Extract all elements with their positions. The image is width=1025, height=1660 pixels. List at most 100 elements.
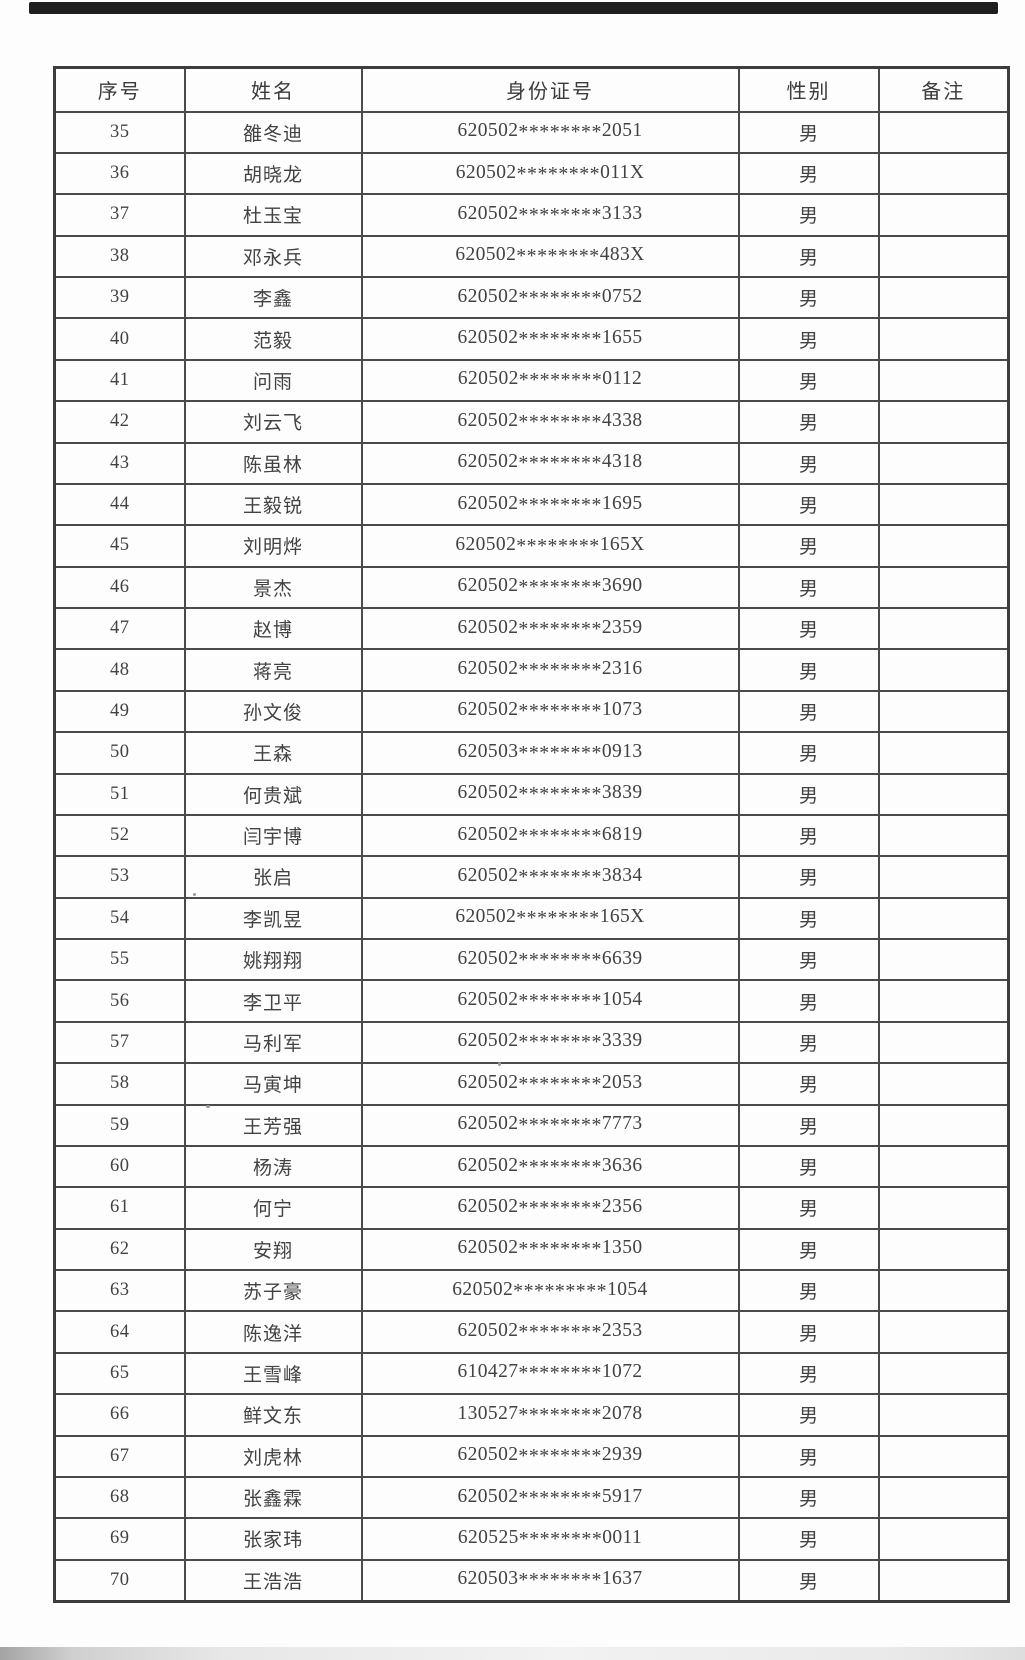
- cell-id: 620502*********1054: [360, 1268, 740, 1313]
- cell-serial: 60: [53, 1144, 186, 1189]
- table-row: 45 刘明烨 620502********165X 男: [53, 524, 1010, 568]
- cell-serial: 37: [53, 193, 186, 237]
- cell-name: 王芳强: [183, 1103, 363, 1147]
- cell-serial: 35: [53, 110, 186, 154]
- cell-id: 620502********2359: [360, 606, 740, 651]
- cell-id: 620502********2939: [360, 1434, 740, 1478]
- cell-name: 陈逸洋: [183, 1310, 363, 1354]
- table-row: 56 李卫平 620502********1054 男: [53, 979, 1010, 1023]
- masked-digits: ********: [518, 1238, 602, 1261]
- cell-remark: [877, 400, 1010, 444]
- cell-serial: 43: [53, 441, 186, 485]
- cell-gender: 男: [737, 855, 880, 899]
- cell-remark: [877, 1475, 1010, 1520]
- cell-remark: [877, 689, 1010, 734]
- header-id: 身份证号: [360, 66, 740, 113]
- cell-gender: 男: [737, 772, 880, 816]
- cell-gender: 男: [737, 1351, 880, 1396]
- table-row: 37 杜玉宝 620502********3133 男: [53, 193, 1010, 237]
- cell-name: 范毅: [183, 317, 363, 361]
- cell-serial: 70: [53, 1558, 186, 1603]
- cell-remark: [877, 1517, 1010, 1561]
- cell-serial: 41: [53, 358, 186, 403]
- table-row: 44 王毅锐 620502********1695 男: [53, 482, 1010, 527]
- table-row: 39 李鑫 620502********0752 男: [53, 275, 1010, 320]
- cell-name: 杜玉宝: [183, 193, 363, 237]
- cell-name: 张鑫霖: [183, 1475, 363, 1520]
- cell-id: 620502********3839: [360, 772, 740, 816]
- masked-digits: *********: [513, 1279, 608, 1302]
- cell-serial: 59: [53, 1103, 186, 1147]
- cell-gender: 男: [737, 151, 880, 196]
- table-row: 48 蒋亮 620502********2316 男: [53, 648, 1010, 692]
- cell-remark: [877, 606, 1010, 651]
- cell-gender: 男: [737, 400, 880, 444]
- cell-serial: 38: [53, 234, 186, 279]
- table-row: 51 何贵斌 620502********3839 男: [53, 772, 1010, 816]
- cell-remark: [877, 1268, 1010, 1313]
- cell-name: 胡晓龙: [183, 151, 363, 196]
- cell-remark: [877, 1227, 1010, 1272]
- masked-digits: ********: [518, 203, 602, 226]
- cell-gender: 男: [737, 317, 880, 361]
- cell-name: 刘云飞: [183, 400, 363, 444]
- scan-speck: [498, 1062, 501, 1066]
- cell-remark: [877, 482, 1010, 527]
- cell-serial: 58: [53, 1062, 186, 1106]
- cell-gender: 男: [737, 193, 880, 237]
- cell-serial: 54: [53, 896, 186, 941]
- cell-gender: 男: [737, 275, 880, 320]
- cell-remark: [877, 1186, 1010, 1230]
- header-serial: 序号: [53, 66, 186, 113]
- cell-name: 张家玮: [183, 1517, 363, 1561]
- masked-digits: ********: [518, 1362, 602, 1385]
- cell-gender: 男: [737, 110, 880, 154]
- scan-speck: [193, 893, 196, 896]
- cell-id: 620525********0011: [360, 1517, 740, 1561]
- cell-gender: 男: [737, 689, 880, 734]
- cell-name: 刘明烨: [183, 524, 363, 568]
- cell-serial: 48: [53, 648, 186, 692]
- table-row: 59 王芳强 620502********7773 男: [53, 1103, 1010, 1147]
- cell-remark: [877, 1351, 1010, 1396]
- cell-gender: 男: [737, 1062, 880, 1106]
- cell-remark: [877, 441, 1010, 485]
- masked-digits: ********: [518, 700, 602, 723]
- masked-digits: ********: [516, 245, 600, 268]
- cell-name: 问雨: [183, 358, 363, 403]
- cell-id: 620502********3339: [360, 1020, 740, 1065]
- masked-digits: ********: [518, 1072, 602, 1095]
- cell-remark: [877, 110, 1010, 154]
- cell-gender: 男: [737, 1268, 880, 1313]
- cell-name: 王森: [183, 731, 363, 775]
- cell-remark: [877, 317, 1010, 361]
- cell-id: 620502********1350: [360, 1227, 740, 1272]
- cell-remark: [877, 1310, 1010, 1354]
- masked-digits: ********: [518, 1155, 602, 1178]
- table-row: 70 王浩浩 620503********1637 男: [53, 1558, 1010, 1603]
- cell-remark: [877, 193, 1010, 237]
- table-row: 40 范毅 620502********1655 男: [53, 317, 1010, 361]
- cell-serial: 36: [53, 151, 186, 196]
- cell-name: 蒋亮: [183, 648, 363, 692]
- masked-digits: ********: [518, 948, 602, 971]
- table-row: 55 姚翔翔 620502********6639 男: [53, 937, 1010, 982]
- table-row: 60 杨涛 620502********3636 男: [53, 1144, 1010, 1189]
- table-header-row: 序号 姓名 身份证号 性别 备注: [53, 66, 1010, 113]
- cell-id: 620502********165X: [360, 524, 740, 568]
- cell-name: 雒冬迪: [183, 110, 363, 154]
- cell-name: 陈虽林: [183, 441, 363, 485]
- cell-gender: 男: [737, 606, 880, 651]
- cell-id: 620502********4318: [360, 441, 740, 485]
- cell-serial: 63: [53, 1268, 186, 1313]
- cell-id: 620502********7773: [360, 1103, 740, 1147]
- cell-serial: 57: [53, 1020, 186, 1065]
- cell-remark: [877, 1103, 1010, 1147]
- cell-remark: [877, 1434, 1010, 1478]
- cell-id: 620502********3690: [360, 565, 740, 610]
- masked-digits: ********: [518, 1031, 602, 1054]
- cell-name: 张启: [183, 855, 363, 899]
- table-row: 53 张启 620502********3834 男: [53, 855, 1010, 899]
- table-row: 58 马寅坤 620502********2053 男: [53, 1062, 1010, 1106]
- cell-serial: 69: [53, 1517, 186, 1561]
